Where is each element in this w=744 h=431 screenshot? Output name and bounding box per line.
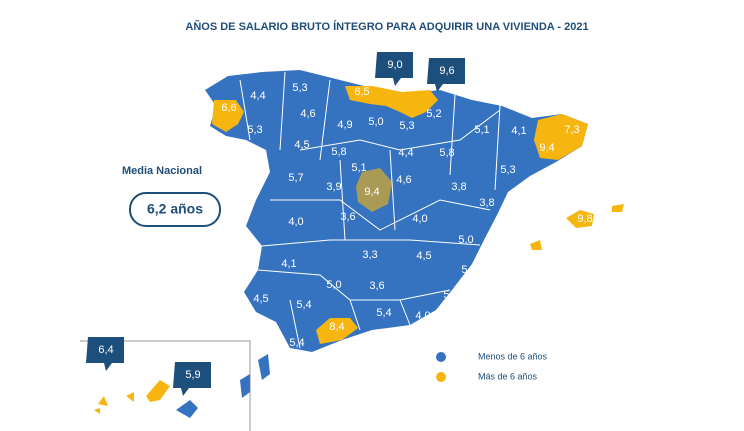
region-value: 4,6 [396, 174, 411, 186]
region-value: 4,0 [415, 310, 430, 322]
region-value: 5,8 [331, 146, 346, 158]
callout-box [375, 52, 413, 86]
canarias-west [94, 380, 170, 414]
region-value: 4,5 [416, 250, 431, 262]
region-value: 8,4 [329, 321, 344, 333]
region-value: 3,8 [451, 181, 466, 193]
callout-value: 9,0 [387, 59, 402, 71]
region-value: 5,3 [500, 164, 515, 176]
spain-mainland [205, 70, 588, 352]
region-value: 4,5 [294, 139, 309, 151]
national-average-label: Media Nacional [122, 165, 202, 177]
legend-swatch [436, 352, 446, 362]
region-value: 5,4 [461, 264, 476, 276]
callout-box [173, 362, 211, 396]
region-value: 5,4 [289, 337, 304, 349]
region-value: 9,4 [364, 186, 379, 198]
national-average-box [129, 192, 221, 227]
region-value: 5,3 [292, 82, 307, 94]
region-value: 4,1 [281, 258, 296, 270]
callout-box [86, 337, 124, 371]
legend-swatch [436, 372, 446, 382]
region-value: 4,0 [412, 213, 427, 225]
region-value: 4,1 [511, 125, 526, 137]
region-value: 3,6 [369, 280, 384, 292]
region-value: 5,1 [351, 162, 366, 174]
province-borders [239, 71, 501, 349]
region-baleares [530, 204, 624, 250]
canarias-east [176, 354, 270, 418]
region-value: 4,9 [337, 119, 352, 131]
region-value: 4,4 [398, 147, 413, 159]
legend-label: Menos de 6 años [478, 351, 548, 361]
region-value: 4,4 [250, 90, 265, 102]
region-value: 5,0 [368, 116, 383, 128]
legend-label: Más de 6 años [478, 371, 538, 381]
region-value: 5,7 [288, 172, 303, 184]
region-value: 5,3 [399, 120, 414, 132]
region-value: 5,4 [443, 289, 458, 301]
region-catalonia-east [534, 114, 588, 160]
region-malaga [316, 318, 358, 344]
callout-box [427, 58, 465, 92]
region-value: 5,4 [376, 307, 391, 319]
region-value: 4,0 [288, 216, 303, 228]
region-value: 4,5 [253, 293, 268, 305]
callout-value: 9,6 [439, 65, 454, 77]
region-value: 3,3 [362, 249, 377, 261]
region-madrid [356, 168, 392, 212]
region-value: 6,5 [354, 86, 369, 98]
region-value: 6,6 [221, 102, 236, 114]
region-value: 5,4 [296, 299, 311, 311]
legend: Menos de 6 años Más de 6 años [436, 351, 548, 382]
region-value: 3,9 [326, 181, 341, 193]
region-value: 5,2 [426, 108, 441, 120]
region-value: 5,3 [247, 124, 262, 136]
national-average-value: 6,2 años [147, 201, 203, 217]
region-value: 7,3 [564, 124, 579, 136]
region-value: 3,8 [479, 197, 494, 209]
region-value: 9,4 [539, 142, 554, 154]
region-value: 5,1 [474, 124, 489, 136]
region-value: 5,0 [458, 234, 473, 246]
title: AÑOS DE SALARIO BRUTO ÍNTEGRO PARA ADQUI… [185, 20, 588, 33]
callout-value: 6,4 [98, 344, 113, 356]
region-value: 4,6 [300, 108, 315, 120]
region-value: 3,6 [340, 211, 355, 223]
region-labels: 5,3 4,4 6,6 4,6 5,3 6,5 4,9 5,0 5,2 5,3 5,1 4,1 7,3 9… [86, 52, 593, 396]
callout-value: 5,9 [185, 369, 200, 381]
region-value: 5,0 [326, 279, 341, 291]
canarias-frame [80, 340, 251, 431]
region-pontevedra [212, 100, 244, 132]
region-value: 5,8 [439, 147, 454, 159]
region-north [345, 86, 438, 118]
region-value: 9,8 [577, 213, 592, 225]
